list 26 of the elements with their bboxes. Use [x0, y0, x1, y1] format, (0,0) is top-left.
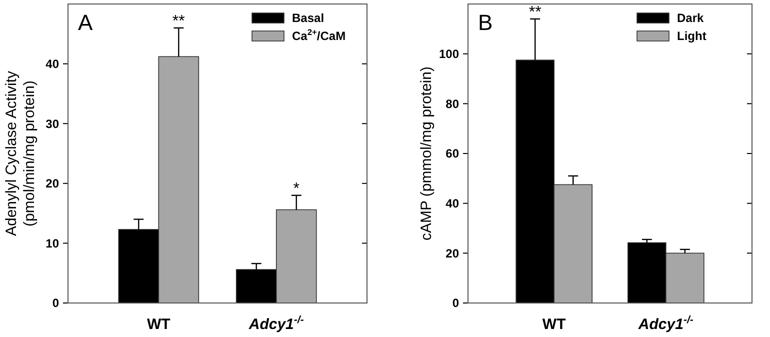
legend-label: Dark: [677, 11, 704, 26]
y-tick-label: 30: [46, 116, 60, 131]
y-tick-label: 100: [438, 47, 460, 62]
y-axis-title: cAMP (pmmol/mg protein): [418, 66, 435, 240]
y-axis-title: Adenylyl Cyclase Activity (pmol/min/mg protein): [3, 70, 38, 236]
y-tick-label: 40: [446, 196, 460, 211]
x-tick-label: Adcy1$^{-/-}$: [248, 314, 304, 333]
annotation: A: [78, 10, 93, 35]
x-tick-label: Adcy1$^{-/-}$: [637, 314, 694, 333]
legend-label: Basal: [292, 11, 324, 26]
x-tick-label: WT: [146, 316, 170, 333]
annotation: **: [528, 4, 542, 21]
y-tick-label: 20: [446, 246, 460, 260]
y-tick-label: 0: [52, 296, 60, 310]
y-tick-label: 20: [46, 176, 60, 191]
annotation: *: [293, 180, 300, 198]
y-tick-label: 60: [446, 146, 460, 161]
legend-label: Ca$^{2+}$/CaM: [292, 27, 346, 44]
x-tick-label: WT: [542, 316, 566, 333]
annotation: **: [172, 12, 185, 30]
y-tick-label: 0: [452, 296, 460, 310]
y-tick-label: 80: [446, 96, 460, 111]
legend-label: Light: [677, 29, 706, 44]
y-tick-label: 10: [46, 236, 60, 250]
annotation: B: [478, 10, 493, 35]
y-tick-label: 40: [46, 57, 60, 71]
